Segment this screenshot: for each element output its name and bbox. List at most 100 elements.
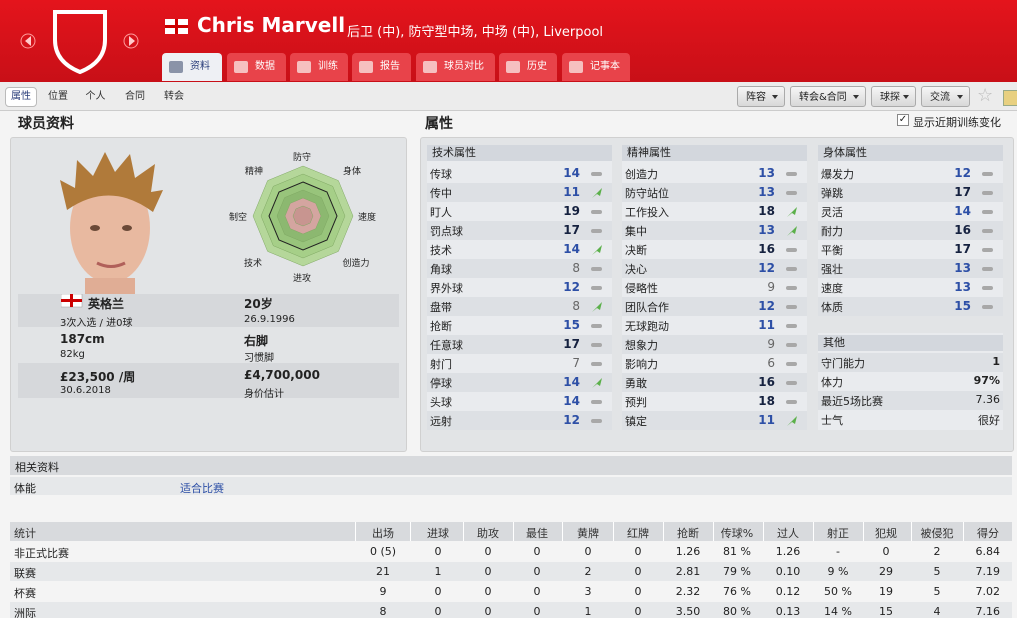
trend-flat — [786, 381, 797, 385]
sub-tab[interactable]: 转会 — [164, 91, 184, 102]
stats-cell: 81 % — [723, 545, 751, 558]
trend-icon — [592, 245, 602, 255]
radar-label: 进攻 — [292, 274, 312, 284]
mouth — [96, 261, 126, 268]
other-name: 体力 — [821, 376, 843, 389]
column-divider — [410, 522, 411, 541]
stats-cell: 2 — [584, 565, 592, 578]
trend-icon — [591, 286, 602, 290]
menu-button[interactable]: 转会&合同 — [790, 86, 866, 107]
stats-cell: 0 — [533, 565, 541, 578]
trend-icon — [982, 229, 993, 233]
attribute-row-bg — [427, 221, 612, 240]
attribute-name: 侵略性 — [625, 282, 658, 295]
attribute-value: 19 — [563, 204, 580, 218]
trend-flat — [786, 172, 797, 176]
info-nation: 英格兰 — [88, 297, 125, 311]
sub-tab[interactable]: 个人 — [85, 91, 106, 102]
attribute-name: 停球 — [430, 377, 452, 390]
related-row — [10, 477, 1012, 495]
trend-icon — [591, 419, 602, 423]
attribute-value: 16 — [954, 223, 971, 237]
trend-icon — [786, 172, 797, 176]
tab[interactable]: 历史 — [499, 53, 557, 81]
stats-header: 最佳 — [526, 527, 548, 540]
dropdown-arrow — [957, 95, 963, 99]
menu-button[interactable]: 球探 — [871, 86, 916, 107]
attribute-value: 14 — [563, 394, 580, 408]
attribute-name: 体质 — [821, 301, 843, 314]
sub-tab[interactable]: 属性 — [5, 87, 37, 107]
attribute-value: 12 — [758, 299, 775, 313]
other-value: 97% — [973, 374, 1000, 387]
attribute-value: 6 — [767, 356, 775, 370]
trend-icon — [591, 400, 602, 404]
info-dob: 26.9.1996 — [244, 314, 295, 325]
trend-icon — [787, 226, 797, 236]
trend-up — [787, 207, 797, 217]
trend-flat — [591, 324, 602, 328]
attribute-name: 决断 — [625, 244, 647, 257]
tab[interactable]: 数据 — [227, 53, 286, 81]
notes-icon[interactable] — [1003, 90, 1017, 106]
stats-header: 抢断 — [677, 527, 699, 540]
favourite-star[interactable]: ☆ — [977, 85, 994, 106]
sub-tab[interactable]: 位置 — [48, 91, 68, 102]
attribute-value: 15 — [563, 318, 580, 332]
stats-header: 黄牌 — [577, 527, 599, 540]
stats-cell: 9 % — [827, 565, 849, 578]
trend-icon — [982, 267, 993, 271]
attribute-value: 11 — [758, 413, 775, 427]
attribute-name: 强壮 — [821, 263, 843, 276]
radar-ring — [292, 205, 314, 227]
tab[interactable]: 球员对比 — [416, 53, 495, 81]
sub-tab[interactable]: 合同 — [125, 91, 145, 102]
attribute-value: 14 — [563, 166, 580, 180]
stats-cell: 联赛 — [14, 567, 36, 580]
stats-cell: 0 — [533, 545, 541, 558]
stats-cell: 0 — [533, 605, 541, 618]
stats-cell: 1.26 — [775, 545, 801, 558]
flag — [165, 19, 188, 34]
trend-flat — [786, 267, 797, 271]
attribute-row-bg — [622, 259, 807, 278]
trend-icon — [592, 378, 602, 388]
stats-header: 统计 — [14, 527, 36, 540]
tab[interactable]: 训练 — [290, 53, 348, 81]
attribute-row-bg — [427, 183, 612, 202]
radar-label: 技术 — [243, 259, 263, 269]
other-value: 7.36 — [975, 393, 1001, 406]
other-name: 守门能力 — [821, 357, 865, 370]
stats-cell: 非正式比赛 — [14, 547, 69, 560]
attribute-name: 角球 — [430, 263, 452, 276]
trend-flat — [786, 248, 797, 252]
stats-cell: 0 — [484, 605, 492, 618]
trend-icon — [787, 416, 797, 426]
tab[interactable]: 记事本 — [562, 53, 630, 81]
flag-cross — [165, 25, 188, 28]
menu-button[interactable]: 阵容 — [737, 86, 785, 107]
stats-header: 射正 — [827, 527, 849, 540]
attribute-name: 头球 — [430, 396, 452, 409]
trend-up — [787, 416, 797, 426]
attribute-value: 17 — [954, 185, 971, 199]
attribute-row-bg — [622, 221, 807, 240]
attribute-row-bg — [818, 183, 1003, 202]
attribute-name: 平衡 — [821, 244, 843, 257]
stats-header: 犯规 — [875, 527, 897, 540]
stats-header: 红牌 — [627, 527, 649, 540]
menu-button[interactable]: 交流 — [921, 86, 970, 107]
attribute-name: 集中 — [625, 225, 647, 238]
info-foot: 右脚 — [244, 334, 269, 348]
info-value: £4,700,000 — [244, 368, 320, 382]
trend-flat — [591, 286, 602, 290]
next-btn — [123, 33, 139, 49]
related-title: 相关资料 — [15, 461, 59, 474]
stats-cell: 15 — [879, 605, 893, 618]
tab[interactable]: 报告 — [352, 53, 411, 81]
stats-cell: 3 — [584, 585, 592, 598]
eye — [90, 225, 100, 231]
tab[interactable]: 资料 — [162, 53, 222, 81]
checkbox[interactable]: ✓ — [897, 114, 909, 126]
group-header: 身体属性 — [818, 145, 1003, 161]
